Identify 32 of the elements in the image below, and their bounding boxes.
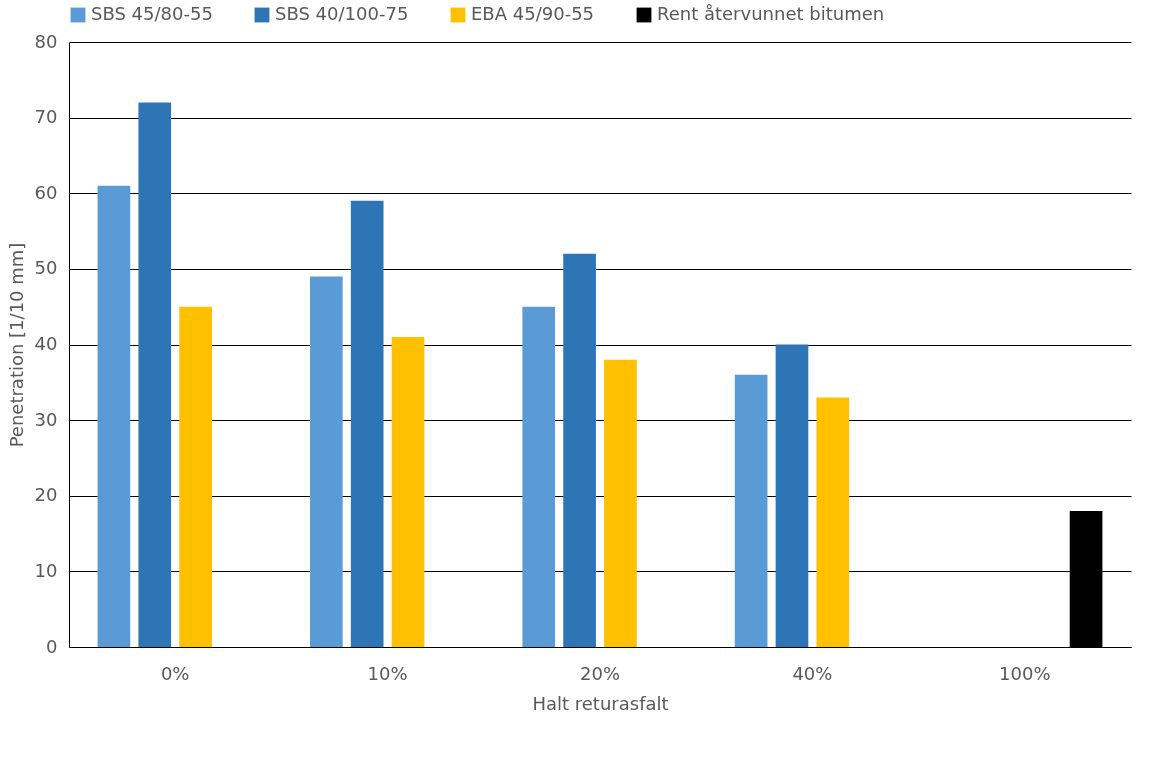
bar [522, 306, 556, 647]
y-tick-label: 80 [34, 30, 58, 52]
y-tick-label: 30 [34, 408, 58, 430]
bar [816, 397, 850, 647]
x-axis-title: Halt returasfalt [532, 692, 669, 714]
legend-label: SBS 45/80-55 [91, 3, 213, 24]
x-tick-label: 10% [367, 662, 408, 684]
x-tick-label: 0% [160, 662, 190, 684]
x-tick-label: 100% [999, 662, 1051, 684]
y-tick-label: 20 [34, 484, 58, 506]
bar [97, 185, 131, 647]
legend-label: EBA 45/90-55 [471, 3, 595, 24]
y-axis-title: Penetration [1/10 mm] [5, 242, 27, 448]
bar [604, 359, 637, 647]
legend-label: SBS 40/100-75 [275, 3, 409, 24]
y-tick-label: 40 [34, 333, 58, 354]
bar [734, 374, 768, 647]
x-tick-label: 40% [792, 662, 833, 684]
bar [309, 276, 343, 647]
y-tick-label: 70 [34, 106, 58, 128]
bar [563, 253, 596, 647]
x-tick-label: 20% [579, 662, 621, 684]
y-tick-label: 10 [34, 559, 58, 581]
y-tick-label: 50 [34, 257, 58, 279]
bar [350, 200, 384, 647]
legend-label: Rent återvunnet bitumen [657, 3, 885, 24]
bar [138, 102, 172, 647]
y-tick-label: 0 [46, 635, 58, 657]
bar [775, 344, 809, 647]
bar [179, 306, 212, 647]
bar [391, 336, 425, 647]
y-tick-label: 60 [34, 181, 58, 203]
